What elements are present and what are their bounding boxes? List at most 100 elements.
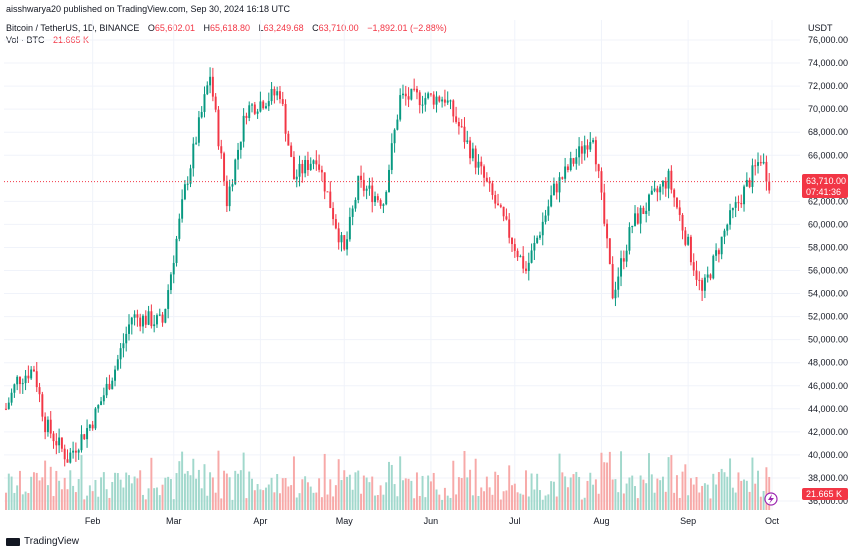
candle-body xyxy=(217,109,220,147)
volume-bar xyxy=(706,484,709,510)
volume-bar xyxy=(225,473,228,510)
candle-body xyxy=(569,158,572,171)
tradingview-logo[interactable]: TradingView xyxy=(6,536,79,547)
volume-bar xyxy=(30,476,33,510)
candle-body xyxy=(628,227,631,251)
candle-body xyxy=(474,148,477,168)
candle-body xyxy=(734,202,737,208)
candle-body xyxy=(52,433,55,442)
volume-bar xyxy=(589,472,592,510)
candle-body xyxy=(432,94,435,105)
volume-bar xyxy=(645,483,648,510)
volume-bar xyxy=(295,497,298,510)
volume-bar xyxy=(69,470,72,510)
candle-body xyxy=(505,216,508,220)
countdown-timer: 07:41:36 xyxy=(806,187,841,197)
candle-body xyxy=(463,126,466,143)
candle-body xyxy=(754,165,757,167)
volume-bar xyxy=(572,474,575,510)
volume-bar xyxy=(555,496,558,510)
candle-body xyxy=(360,175,363,180)
volume-bar xyxy=(256,484,259,510)
candle-body xyxy=(544,215,547,222)
candle-body xyxy=(768,181,771,191)
volume-bar xyxy=(689,478,692,510)
volume-bar xyxy=(460,478,463,510)
candle-body xyxy=(83,434,86,440)
candle-body xyxy=(197,117,200,143)
time-axis[interactable]: Feb Mar Apr May Jun Jul Aug Sep Oct xyxy=(85,516,780,526)
candle-body xyxy=(631,225,634,228)
candle-body xyxy=(334,219,337,229)
candle-body xyxy=(231,184,234,187)
volume-bar xyxy=(284,477,287,510)
volume-bar xyxy=(670,455,673,510)
volume-bar xyxy=(332,496,335,510)
open-value: 65,602.01 xyxy=(154,23,195,33)
candle-body xyxy=(290,145,293,157)
volume-bar xyxy=(648,453,650,510)
volume-bar xyxy=(239,470,242,510)
volume-bar xyxy=(304,476,307,510)
candle-body xyxy=(7,402,10,409)
candle-body xyxy=(656,188,659,193)
volume-bar xyxy=(477,495,480,510)
candle-body xyxy=(449,100,452,102)
volume-bar xyxy=(519,493,522,510)
volume-bar xyxy=(566,487,569,510)
volume-bar xyxy=(424,497,427,510)
volume-bar xyxy=(167,476,170,510)
volume-bar xyxy=(502,491,505,510)
volume-bar xyxy=(111,481,114,510)
price-axis[interactable]: 76,000.00 74,000.00 72,000.00 70,000.00 68,0… xyxy=(808,35,848,506)
time-tick-label: Feb xyxy=(85,516,101,526)
candle-body xyxy=(318,164,321,170)
candle-body xyxy=(659,186,662,193)
candle-body xyxy=(469,140,472,159)
candle-body xyxy=(547,206,550,216)
volume-bar xyxy=(656,478,659,510)
volume-bar xyxy=(622,493,625,510)
candle-body xyxy=(320,169,323,173)
volume-bar xyxy=(466,477,469,510)
candle-body xyxy=(427,93,430,99)
candle-body xyxy=(161,314,164,323)
price-tick-label: 58,000.00 xyxy=(808,242,848,252)
candle-body xyxy=(538,235,541,238)
volume-bar xyxy=(105,489,108,510)
volume-bar xyxy=(298,493,301,510)
candle-body xyxy=(522,256,525,269)
volume-bar xyxy=(292,456,295,510)
volume-bar xyxy=(558,453,561,510)
candle-body xyxy=(645,210,648,214)
tradingview-mark-icon xyxy=(6,537,20,546)
volume-badge-value: 21.665 K xyxy=(806,489,842,499)
candle-body xyxy=(365,188,368,191)
volume-bar xyxy=(41,477,44,510)
candle-body xyxy=(239,141,242,150)
volume-bar xyxy=(429,481,432,510)
volume-bar xyxy=(136,478,139,510)
volume-bar xyxy=(628,477,631,510)
lightning-icon[interactable] xyxy=(764,492,778,506)
volume-bar xyxy=(362,475,365,510)
candle-body xyxy=(533,242,536,251)
candle-body xyxy=(424,98,427,105)
candle-body xyxy=(278,91,281,100)
candle-body xyxy=(298,163,301,177)
volume-bar xyxy=(273,492,276,510)
volume-bar xyxy=(130,483,133,510)
candle-body xyxy=(172,262,175,275)
symbol-label[interactable]: Bitcoin / TetherUS, 1D, BINANCE xyxy=(6,23,140,33)
volume-bar xyxy=(525,470,527,510)
candle-body xyxy=(740,202,743,205)
candle-body xyxy=(237,149,240,160)
volume-bar xyxy=(102,472,105,510)
price-tick-label: 44,000.00 xyxy=(808,404,848,414)
volume-bar xyxy=(748,491,751,510)
volume-bar xyxy=(737,472,740,510)
candle-body xyxy=(497,203,500,206)
volume-bar xyxy=(223,470,226,510)
candle-body xyxy=(429,93,432,95)
